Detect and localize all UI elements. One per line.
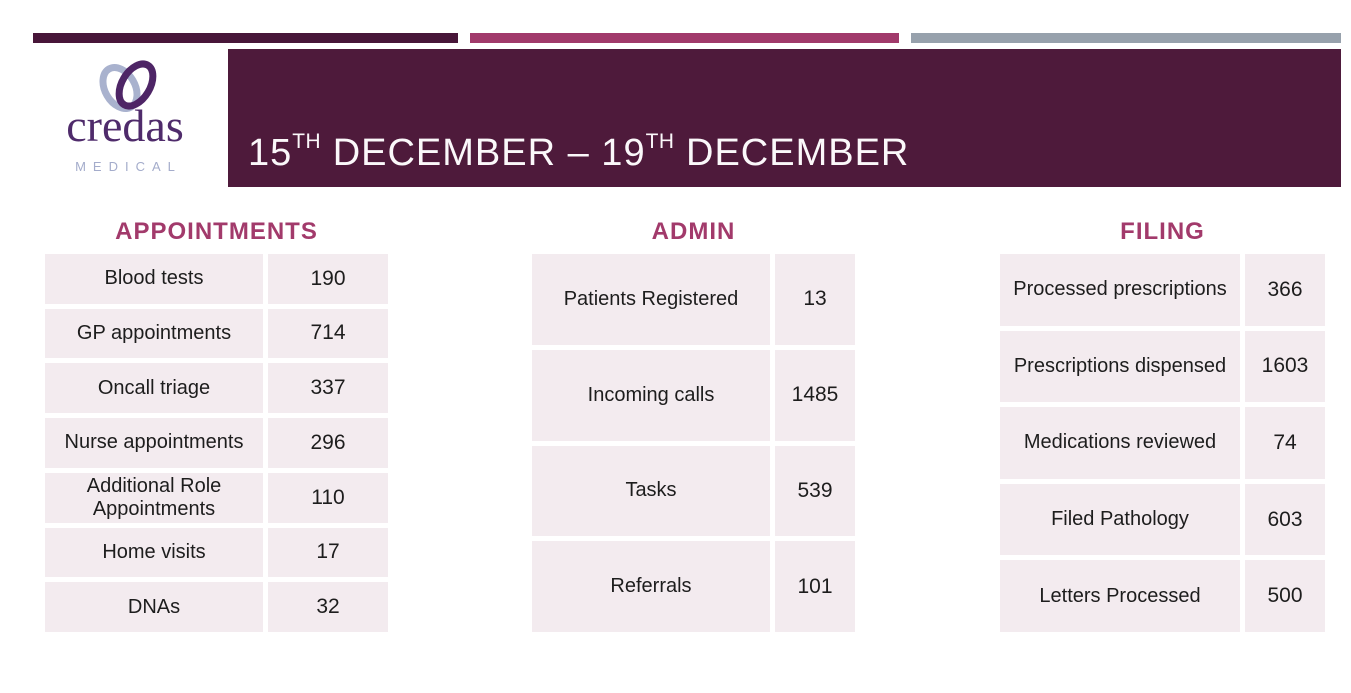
row-value: 366 xyxy=(1245,254,1325,326)
row-label: Letters Processed xyxy=(1000,560,1240,632)
row-value: 1485 xyxy=(775,349,855,441)
row-value: 13 xyxy=(775,254,855,345)
title-superscript: TH xyxy=(292,129,322,153)
accent-bar-gray xyxy=(911,33,1341,43)
row-value: 603 xyxy=(1245,483,1325,556)
appointments-section: APPOINTMENTS Blood tests 190 GP appointm… xyxy=(45,218,388,632)
row-value: 337 xyxy=(268,363,388,414)
row-label: Blood tests xyxy=(45,254,263,304)
row-label: Nurse appointments xyxy=(45,418,263,468)
accent-bar-magenta xyxy=(470,33,899,43)
row-label: Referrals xyxy=(532,541,770,632)
row-value: 110 xyxy=(268,472,388,523)
row-value: 1603 xyxy=(1245,330,1325,403)
appointments-table: Blood tests 190 GP appointments 714 Onca… xyxy=(45,254,388,632)
row-value: 190 xyxy=(268,254,388,304)
row-label: Oncall triage xyxy=(45,363,263,414)
admin-table: Patients Registered 13 Incoming calls 14… xyxy=(532,254,855,632)
row-label: Home visits xyxy=(45,527,263,578)
row-label: Additional Role Appointments xyxy=(45,472,263,523)
admin-section: ADMIN Patients Registered 13 Incoming ca… xyxy=(532,218,855,632)
credas-logo: credas MEDICAL xyxy=(40,55,210,185)
row-value: 539 xyxy=(775,445,855,537)
row-label: GP appointments xyxy=(45,308,263,359)
filing-title: FILING xyxy=(1120,218,1205,245)
slide-title: 15TH DECEMBER – 19TH DECEMBER xyxy=(248,129,910,175)
title-seg: 15 xyxy=(248,132,293,174)
title-seg: DECEMBER – 19 xyxy=(321,132,646,174)
interlocking-rings-heart-icon xyxy=(99,60,157,112)
filing-table: Processed prescriptions 366 Prescription… xyxy=(1000,254,1325,632)
row-value: 17 xyxy=(268,527,388,578)
row-value: 101 xyxy=(775,541,855,632)
title-seg: DECEMBER xyxy=(674,132,910,174)
row-value: 500 xyxy=(1245,560,1325,632)
row-label: Patients Registered xyxy=(532,254,770,345)
appointments-title: APPOINTMENTS xyxy=(115,218,318,245)
admin-title: ADMIN xyxy=(651,218,736,245)
row-value: 74 xyxy=(1245,407,1325,479)
row-value: 32 xyxy=(268,582,388,632)
row-label: DNAs xyxy=(45,582,263,632)
title-superscript: TH xyxy=(645,129,675,153)
row-label: Prescriptions dispensed xyxy=(1000,330,1240,403)
title-banner: 15TH DECEMBER – 19TH DECEMBER xyxy=(228,49,1341,187)
logo-subtitle: MEDICAL xyxy=(75,159,182,174)
logo-wordmark: credas xyxy=(66,100,184,151)
row-label: Filed Pathology xyxy=(1000,483,1240,556)
row-value: 296 xyxy=(268,418,388,468)
row-label: Incoming calls xyxy=(532,349,770,441)
row-value: 714 xyxy=(268,308,388,359)
row-label: Tasks xyxy=(532,445,770,537)
filing-section: FILING Processed prescriptions 366 Presc… xyxy=(1000,218,1325,632)
row-label: Processed prescriptions xyxy=(1000,254,1240,326)
row-label: Medications reviewed xyxy=(1000,407,1240,479)
accent-bar-dark xyxy=(33,33,458,43)
